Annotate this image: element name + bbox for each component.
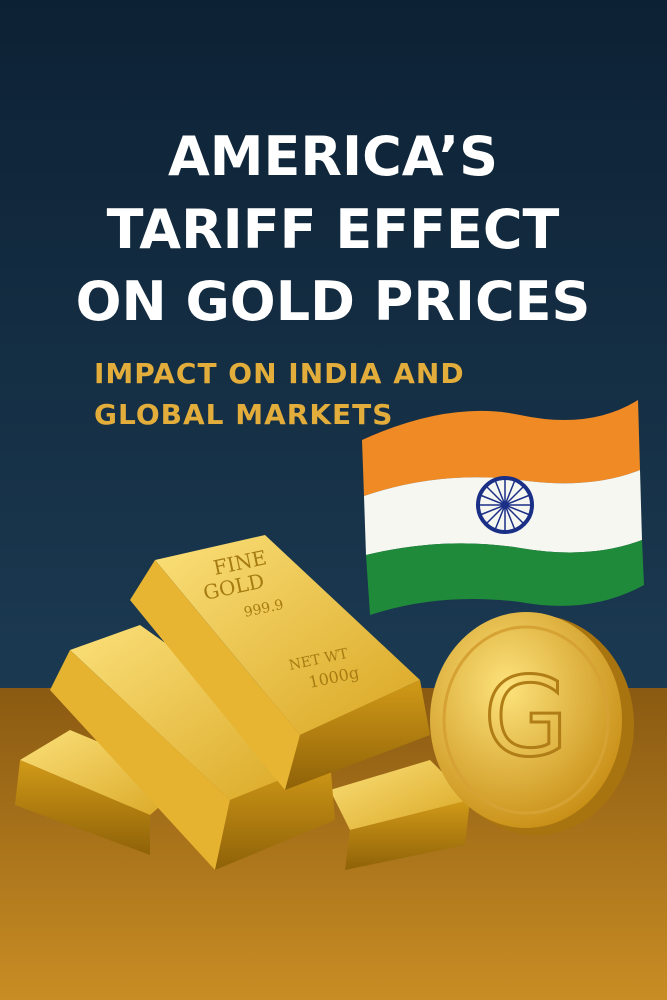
- subtitle-line: GLOBAL MARKETS: [94, 398, 393, 431]
- gold-bars: FINE GOLD 999.9 NET WT 1000g: [15, 535, 470, 870]
- title-line: ON GOLD PRICES: [76, 270, 591, 333]
- title-line: AMERICA’S: [168, 125, 498, 188]
- title-line: TARIFF EFFECT: [107, 198, 560, 261]
- gold-coin: G: [430, 612, 634, 835]
- coin-letter: G: [483, 653, 568, 781]
- india-flag: [362, 400, 644, 615]
- subtitle-line: IMPACT ON INDIA AND: [94, 357, 465, 390]
